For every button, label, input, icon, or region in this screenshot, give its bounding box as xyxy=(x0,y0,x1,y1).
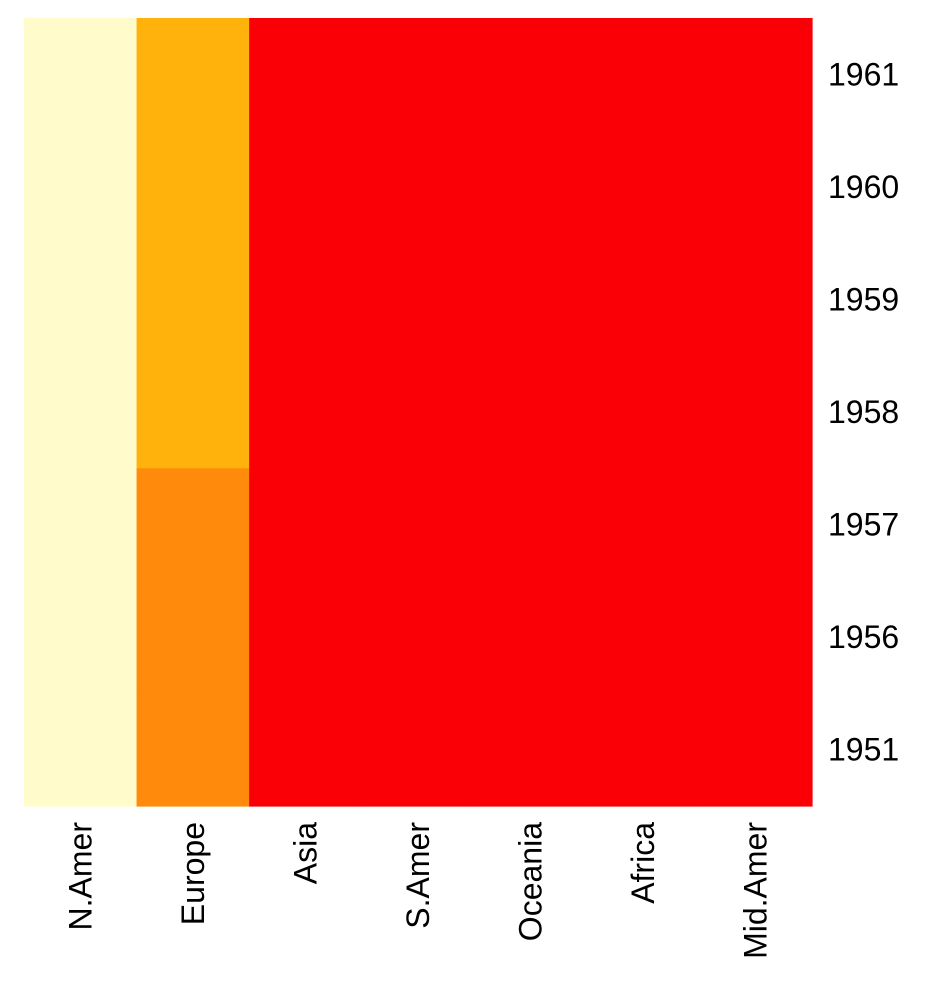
heatmap-cell-africa-1956 xyxy=(586,580,701,695)
heatmap-cell-asia-1961 xyxy=(249,18,363,132)
heatmap-cell-mid-amer-1959 xyxy=(699,243,813,357)
column-label-oceania: Oceania xyxy=(513,822,549,941)
heatmap-cell-oceania-1956 xyxy=(474,580,588,695)
heatmap-cell-europe-1951 xyxy=(136,693,250,807)
heatmap-cell-europe-1956 xyxy=(136,580,250,695)
heatmap-cell-n-amer-1951 xyxy=(24,693,138,807)
heatmap-cell-s-amer-1961 xyxy=(361,18,475,132)
heatmap-cell-oceania-1958 xyxy=(474,355,588,469)
heatmap-cells xyxy=(24,18,813,807)
heatmap-cell-mid-amer-1957 xyxy=(699,468,813,582)
column-label-africa: Africa xyxy=(625,822,661,904)
column-label-europe: Europe xyxy=(175,822,211,925)
heatmap-cell-n-amer-1958 xyxy=(24,355,138,469)
heatmap-cell-asia-1957 xyxy=(249,468,363,582)
heatmap-cell-oceania-1960 xyxy=(474,130,588,244)
heatmap-cell-n-amer-1961 xyxy=(24,18,138,132)
heatmap-cell-s-amer-1951 xyxy=(361,693,475,807)
heatmap-cell-europe-1960 xyxy=(136,130,250,244)
heatmap-cell-africa-1957 xyxy=(586,468,701,582)
heatmap-cell-oceania-1957 xyxy=(474,468,588,582)
row-label-1951: 1951 xyxy=(828,732,899,768)
heatmap-cell-europe-1961 xyxy=(136,18,250,132)
heatmap-cell-africa-1958 xyxy=(586,355,701,469)
row-labels: 1961 1960 1959 1958 1957 1956 1951 xyxy=(828,56,899,767)
row-label-1961: 1961 xyxy=(828,56,899,92)
row-label-1957: 1957 xyxy=(828,507,899,543)
heatmap-cell-asia-1960 xyxy=(249,130,363,244)
heatmap-cell-mid-amer-1960 xyxy=(699,130,813,244)
heatmap-cell-asia-1951 xyxy=(249,693,363,807)
heatmap-cell-mid-amer-1958 xyxy=(699,355,813,469)
heatmap-cell-s-amer-1957 xyxy=(361,468,475,582)
heatmap-cell-asia-1958 xyxy=(249,355,363,469)
heatmap-cell-oceania-1959 xyxy=(474,243,588,357)
column-label-asia: Asia xyxy=(287,822,323,884)
heatmap-cell-europe-1957 xyxy=(136,468,250,582)
column-label-mid-amer: Mid.Amer xyxy=(738,822,774,959)
heatmap-cell-asia-1959 xyxy=(249,243,363,357)
heatmap-cell-s-amer-1956 xyxy=(361,580,475,695)
heatmap-cell-s-amer-1959 xyxy=(361,243,475,357)
column-labels: N.Amer Europe Asia S.Amer Oceania Africa Mid.A… xyxy=(62,822,773,959)
heatmap-cell-europe-1958 xyxy=(136,355,250,469)
heatmap-cell-europe-1959 xyxy=(136,243,250,357)
heatmap-cell-mid-amer-1956 xyxy=(699,580,813,695)
heatmap-cell-n-amer-1957 xyxy=(24,468,138,582)
row-label-1959: 1959 xyxy=(828,281,899,317)
heatmap-cell-n-amer-1956 xyxy=(24,580,138,695)
heatmap-cell-africa-1961 xyxy=(586,18,701,132)
heatmap-cell-africa-1951 xyxy=(586,693,701,807)
heatmap-cell-n-amer-1959 xyxy=(24,243,138,357)
heatmap-cell-s-amer-1958 xyxy=(361,355,475,469)
heatmap-cell-s-amer-1960 xyxy=(361,130,475,244)
heatmap-cell-africa-1960 xyxy=(586,130,701,244)
heatmap-cell-africa-1959 xyxy=(586,243,701,357)
heatmap-cell-oceania-1951 xyxy=(474,693,588,807)
row-label-1960: 1960 xyxy=(828,169,899,205)
heatmap-cell-n-amer-1960 xyxy=(24,130,138,244)
column-label-n-amer: N.Amer xyxy=(62,822,98,931)
column-label-s-amer: S.Amer xyxy=(400,822,436,929)
row-label-1958: 1958 xyxy=(828,394,899,430)
heatmap-cell-oceania-1961 xyxy=(474,18,588,132)
heatmap-cell-asia-1956 xyxy=(249,580,363,695)
heatmap-cell-mid-amer-1951 xyxy=(699,693,813,807)
row-label-1956: 1956 xyxy=(828,619,899,655)
heatmap-cell-mid-amer-1961 xyxy=(699,18,813,132)
